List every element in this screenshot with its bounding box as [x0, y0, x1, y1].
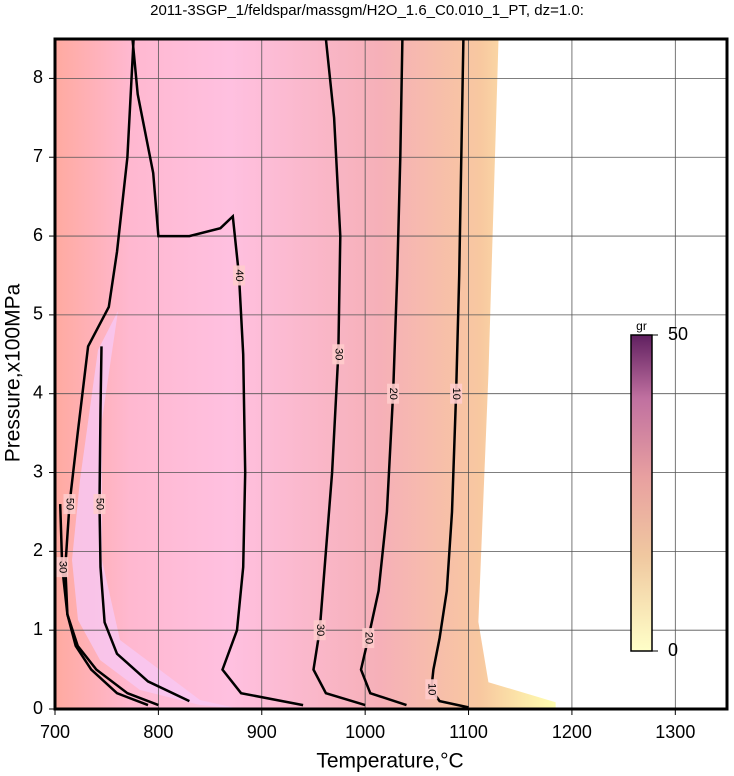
contour-label: 20 — [387, 388, 399, 400]
contour-label-bg — [362, 628, 375, 649]
contour-label-bg — [56, 557, 69, 578]
contour-label: 50 — [94, 498, 106, 510]
contour-line — [64, 38, 159, 707]
contour-label: 50 — [64, 498, 76, 510]
y-tick-label: 2 — [33, 540, 43, 560]
contour-label: 10 — [425, 683, 437, 695]
contour-line — [359, 38, 407, 707]
x-tick-label: 1200 — [552, 722, 592, 742]
colorbar-tick-label: 50 — [668, 324, 688, 344]
colorbar-tick-label: 0 — [668, 640, 678, 660]
contour-label: 20 — [362, 632, 374, 644]
y-tick-label: 8 — [33, 67, 43, 87]
x-tick-label: 1000 — [345, 722, 385, 742]
contour-label-bg — [313, 620, 326, 641]
y-tick-label: 1 — [33, 619, 43, 639]
y-tick-label: 0 — [33, 698, 43, 718]
x-tick-label: 900 — [247, 722, 277, 742]
plot-area: 10 10 20 20 30 30 40 50 50 30 — [54, 38, 727, 710]
frame — [53, 37, 729, 711]
contour-label: 30 — [332, 348, 344, 360]
contour-label-bg — [425, 679, 438, 700]
y-tick-label: 5 — [33, 304, 43, 324]
contour-line — [98, 346, 190, 703]
y-tick-label: 3 — [33, 461, 43, 481]
y-tick-label: 7 — [33, 146, 43, 166]
contour-label: 30 — [314, 624, 326, 636]
y-tick-label: 4 — [33, 382, 43, 402]
x-tick-label: 700 — [40, 722, 70, 742]
contour-label: 40 — [233, 269, 245, 281]
contour-label: 10 — [450, 388, 462, 400]
y-axis-label: Pressure,x100MPa — [2, 283, 25, 462]
field-shading — [55, 39, 556, 709]
x-axis-label: Temperature,°C — [316, 750, 463, 773]
contour-label-bg — [332, 344, 345, 365]
contour-line — [312, 38, 366, 707]
contour-label-bg — [63, 494, 76, 515]
x-tick-label: 800 — [143, 722, 173, 742]
contour-label-bg — [233, 265, 246, 286]
y-tick-label: 6 — [33, 225, 43, 245]
contour-label: 30 — [56, 561, 68, 573]
colorbar — [630, 334, 653, 652]
contour-label-bg — [93, 494, 106, 515]
colorbar-label: gr — [636, 319, 647, 333]
contour-label-bg — [387, 383, 400, 404]
chart-title: 2011-3SGP_1/feldspar/massgm/H2O_1.6_C0.0… — [150, 2, 584, 19]
x-tick-label: 1300 — [655, 722, 695, 742]
contour-label-bg — [450, 383, 463, 404]
x-tick-label: 1100 — [449, 722, 488, 742]
